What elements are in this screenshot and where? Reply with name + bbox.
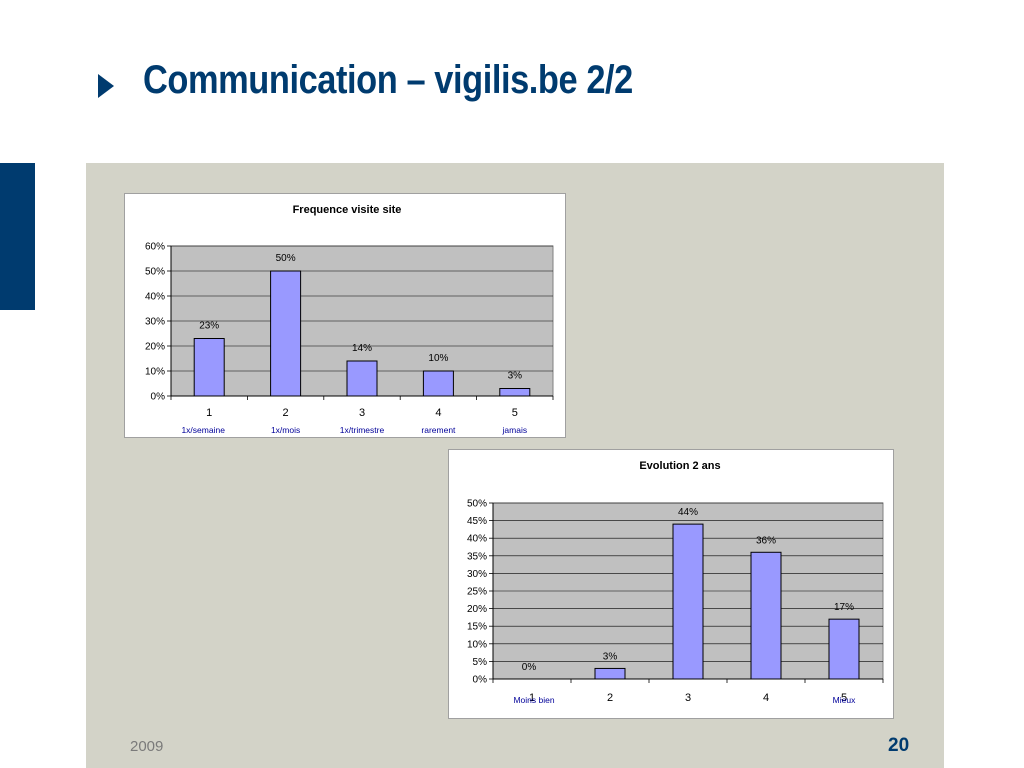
bar [828, 618, 860, 680]
y-tick-label: 10% [145, 367, 165, 378]
chart-frequence-visite-svg: Frequence visite site 0% 10% 20% 30% 40% 50% 60… [145, 204, 554, 435]
data-label: 17% [834, 602, 854, 613]
x-sublabel: 1x/semaine [181, 425, 225, 435]
y-tick-label: 5% [473, 657, 488, 668]
x-sublabel: jamais [502, 425, 528, 435]
data-label: 44% [678, 507, 698, 518]
bar [672, 523, 704, 680]
y-tick-label: 0% [473, 675, 488, 686]
y-tick-label: 20% [145, 342, 165, 353]
y-tick-label: 30% [467, 569, 487, 580]
y-tick-label: 40% [145, 292, 165, 303]
y-tick-label: 0% [151, 392, 166, 403]
bar [499, 388, 531, 397]
bar [193, 338, 225, 397]
x-sublabel: 1x/trimestre [340, 425, 385, 435]
x-sublabel: Mieux [833, 695, 856, 705]
x-tick-label: 5 [512, 407, 518, 419]
x-tick-label: 4 [435, 407, 441, 419]
x-tick-label: 5 [841, 692, 847, 704]
chart-title: Frequence visite site [293, 204, 402, 216]
x-tick-label: 1 [206, 407, 212, 419]
data-label: 36% [756, 535, 776, 546]
y-tick-label: 30% [145, 317, 165, 328]
y-tick-label: 45% [467, 516, 487, 527]
bar [270, 270, 302, 397]
bar [346, 360, 378, 397]
bar [422, 370, 454, 397]
y-tick-label: 40% [467, 534, 487, 545]
y-tick-label: 10% [467, 639, 487, 650]
slide-title: Communication – vigilis.be 2/2 [143, 58, 633, 102]
data-label: 14% [352, 343, 372, 354]
chart-frequence-visite: Frequence visite site 0% 10% 20% 30% 40% 50% 60… [124, 193, 566, 438]
y-tick-label: 50% [145, 267, 165, 278]
x-tick-label: 2 [283, 407, 289, 419]
data-label: 3% [508, 371, 523, 382]
chart-evolution-2-ans-svg: Evolution 2 ans0%5%10%15%20%25%30%35%40%… [467, 460, 884, 705]
chart-title: Evolution 2 ans [639, 460, 720, 472]
x-tick-label: 2 [607, 692, 613, 704]
x-tick-label: 4 [763, 692, 769, 704]
y-tick-label: 20% [467, 604, 487, 615]
y-tick-label: 50% [467, 499, 487, 510]
data-label: 10% [428, 353, 448, 364]
bullet-arrow-icon [98, 74, 114, 98]
page-number: 20 [888, 735, 910, 756]
chart-evolution-2-ans: Evolution 2 ans 0% 5% 10% 15% 20% 25% 30% 35% 40%… [448, 449, 894, 719]
x-sublabel: 1x/mois [271, 425, 300, 435]
data-label: 3% [603, 651, 618, 662]
x-tick-label: 3 [685, 692, 691, 704]
x-tick-label: 1 [529, 692, 535, 704]
y-tick-label: 35% [467, 551, 487, 562]
footer-year: 2009 [130, 738, 164, 755]
data-label: 50% [276, 253, 296, 264]
accent-side-bar [0, 163, 35, 310]
data-label: 0% [522, 662, 537, 673]
x-tick-label: 3 [359, 407, 365, 419]
x-sublabel: Moins bien [513, 695, 554, 705]
bar [594, 667, 626, 680]
bar [750, 551, 782, 680]
y-tick-label: 15% [467, 622, 487, 633]
y-tick-label: 25% [467, 587, 487, 598]
x-sublabel: rarement [421, 425, 456, 435]
data-label: 23% [199, 321, 219, 332]
y-tick-label: 60% [145, 242, 165, 253]
